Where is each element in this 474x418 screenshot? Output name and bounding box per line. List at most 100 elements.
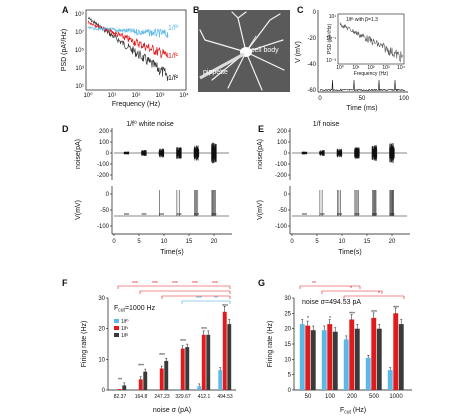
panel-f-significance-brackets: *** *** *** *** *** *** ** xyxy=(117,281,231,304)
g-bars-xtick: 100 xyxy=(325,394,336,400)
e-xtick: 5 xyxy=(315,239,319,245)
psd-trace-f1 xyxy=(87,20,169,59)
f-bars-significance-label: *** xyxy=(180,339,186,345)
panel-c-ytick: -60 xyxy=(307,88,316,94)
g-bars-bar-2 xyxy=(332,331,338,390)
g-bars-ytick: 5 xyxy=(288,373,292,379)
f-bars-xtick: 329.67 xyxy=(175,394,191,400)
g-bars-significance-label: *** xyxy=(349,312,355,318)
panel-a-legend-f1: 1/f¹ xyxy=(168,53,179,60)
sig-star: *** xyxy=(212,281,218,287)
panel-a-ytick: 10⁹ xyxy=(75,11,85,18)
e-noise-burst xyxy=(371,145,378,161)
g-bars-xtick: 50 xyxy=(305,394,312,400)
f-bars-bar-1 xyxy=(180,348,185,390)
panel-d-noise-ylabel: noise(pA) xyxy=(75,139,82,169)
g-bars-bar-1 xyxy=(327,324,333,390)
g-bars-error-bar xyxy=(367,355,370,358)
f-bars-significance-label: *** xyxy=(201,327,207,333)
g-bars-bar-1 xyxy=(349,319,355,390)
e-noise-burst xyxy=(389,143,395,163)
pipette-shape xyxy=(199,52,245,80)
g-bars-error-bar xyxy=(328,319,331,325)
d-noise-ytick: 200 xyxy=(99,129,110,135)
f-bars-error-bar xyxy=(139,376,142,380)
panel-g-letter: G xyxy=(258,278,265,288)
legend-label-f2: 1/f² xyxy=(121,333,129,339)
panel-a-ytick: 10³ xyxy=(75,66,84,72)
label-pipette: pippette xyxy=(203,69,228,76)
panel-b: B cell body pippette xyxy=(193,5,290,92)
panel-c-inset-psd xyxy=(339,22,403,63)
panel-a-legend-f0: 1/f⁰ xyxy=(168,24,179,32)
panel-a-xtick: 10⁰ xyxy=(83,92,93,99)
f-bars-xtick: 412.1 xyxy=(198,394,211,400)
e-noise-burst xyxy=(354,147,360,159)
g-bars-error-bar xyxy=(345,335,348,340)
g-bars-bar-0 xyxy=(321,330,327,390)
g-bars-ytick: 15 xyxy=(284,342,291,348)
f-bars-bar-1 xyxy=(117,389,122,390)
f-bars-bar-2 xyxy=(185,347,190,390)
f-bars-error-bar xyxy=(228,319,231,325)
g-bars-error-bar xyxy=(350,314,353,320)
g-bars-significance-label: *** xyxy=(371,310,377,316)
panel-c-xlabel: Time (ms) xyxy=(346,105,377,112)
g-bars-bar-0 xyxy=(387,370,393,390)
legend-swatch-f1 xyxy=(114,326,119,330)
panel-c-inset-ytick: 10⁻³ xyxy=(326,58,336,64)
f-bars-error-bar xyxy=(160,365,163,369)
panel-g: G Firing rate (Hz) Fcut (Hz) noise σ=494… xyxy=(258,278,412,416)
panel-e-xlabel: Time(s) xyxy=(338,249,361,256)
panel-a-legend-f2: 1/f² xyxy=(168,75,179,82)
g-bars-error-bar xyxy=(400,319,403,325)
panel-d-v-ylabel: V(mV) xyxy=(75,200,82,220)
bracket-line xyxy=(139,290,231,294)
g-bars-bar-0 xyxy=(299,324,305,390)
panel-f-annotation: Fcut=1000 Hz xyxy=(114,305,156,314)
g-bars-bar-2 xyxy=(354,328,360,390)
panel-g-xlabel: Fcut (Hz) xyxy=(340,407,366,416)
g-bars-error-bar xyxy=(323,325,326,331)
f-bars-ytick: 20 xyxy=(98,327,105,333)
panel-e-v-ylabel: V(mV) xyxy=(257,200,264,220)
panel-g-bars: 0 5 10 15 20 25 30 * 50 * 100 *** 200 *** 500 *** 1000 xyxy=(284,296,404,400)
panel-c-inset-xtick: 10¹ xyxy=(352,65,360,71)
f-bars-error-bar xyxy=(223,306,226,312)
panel-f: F Firing rate (Hz) noise σ (pA) Fcut=100… xyxy=(62,278,236,414)
panel-c: C V (mV) Time (ms) 0 -20 -40 -60 0 50 10… xyxy=(295,5,410,112)
panel-c-letter: C xyxy=(297,5,304,15)
panel-a-ytick: 10⁵ xyxy=(75,47,85,54)
panel-g-ylabel: Firing rate (Hz) xyxy=(267,321,274,368)
panel-a-xtick: 10² xyxy=(132,93,141,99)
panel-g-significance-brackets: ** * * xyxy=(299,281,405,299)
g-bars-error-bar xyxy=(389,367,392,371)
g-bars-error-bar xyxy=(306,320,309,326)
legend-label-f0: 1/f⁰ xyxy=(121,319,129,325)
panel-c-inset-label: 1/fᵝ with β=1.3 xyxy=(346,17,378,23)
e-v-ytick: -100 xyxy=(275,224,288,230)
g-bars-bar-0 xyxy=(365,357,371,390)
f-bars-ytick: 30 xyxy=(98,296,105,302)
d-xtick: 0 xyxy=(112,239,116,245)
panel-a-xtick: 10³ xyxy=(156,93,165,99)
panel-c-inset-xlabel: Frequency (Hz) xyxy=(354,71,389,77)
d-xtick: 15 xyxy=(186,239,193,245)
g-bars-bar-2 xyxy=(376,328,382,390)
panel-c-xtick: 50 xyxy=(359,96,366,102)
panel-a-ylabel: PSD (pA²/Hz) xyxy=(61,29,68,71)
panel-a-xtick: 10⁴ xyxy=(179,92,189,99)
f-bars-ytick: 10 xyxy=(98,357,105,363)
sig-star: ** xyxy=(214,296,218,302)
e-v-ytick: -50 xyxy=(278,208,287,214)
panel-d-title: 1/f⁰ white noise xyxy=(126,120,174,128)
f-bars-error-bar xyxy=(144,368,147,372)
f-bars-error-bar xyxy=(186,343,189,348)
panel-d-voltage-trace xyxy=(114,190,229,217)
f-bars-significance-label: *** xyxy=(138,364,144,370)
panel-c-ylabel: V (mV) xyxy=(295,41,302,63)
d-xtick: 20 xyxy=(211,239,218,245)
panel-c-ytick: -20 xyxy=(307,36,316,42)
panel-f-legend: 1/f⁰ 1/f¹ 1/f² xyxy=(114,319,129,339)
e-xtick: 0 xyxy=(290,239,294,245)
